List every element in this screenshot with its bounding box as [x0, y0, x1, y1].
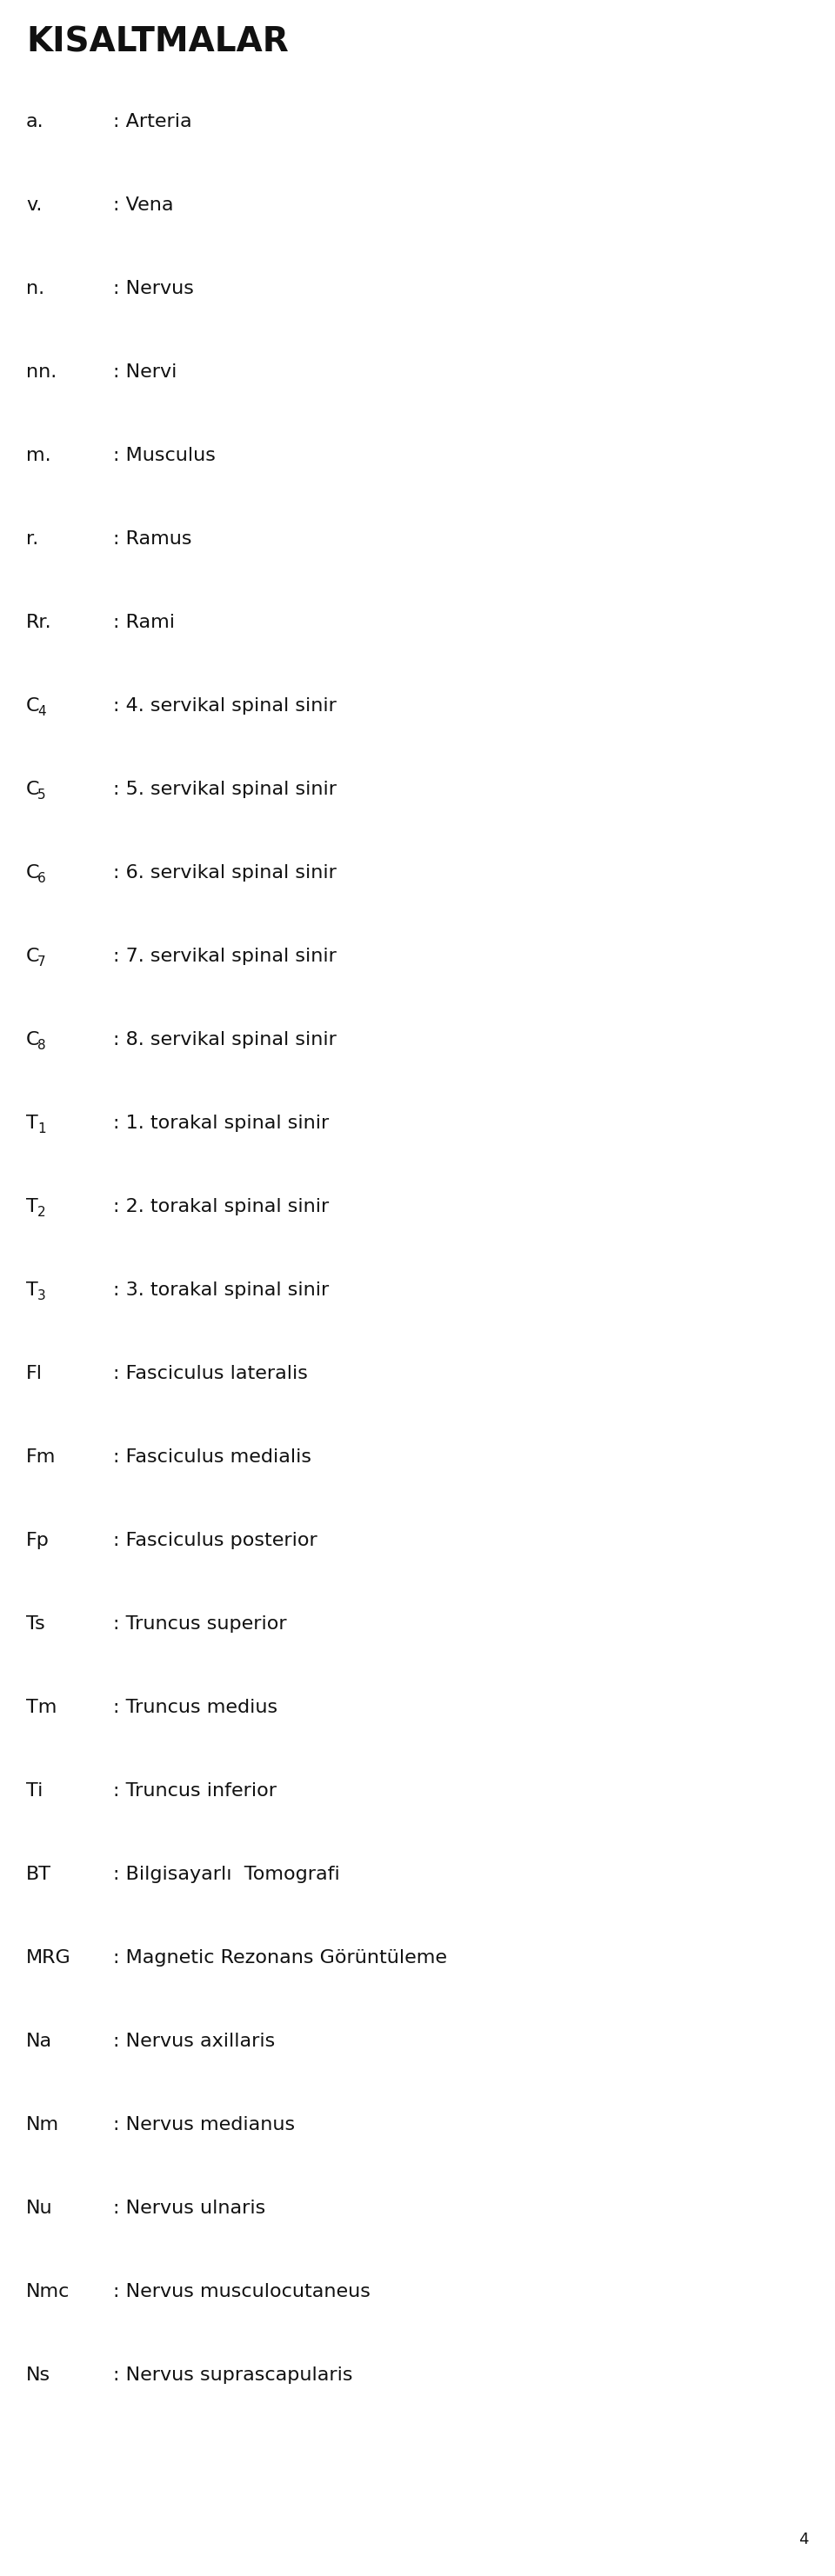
- Text: : Nervus axillaris: : Nervus axillaris: [113, 2032, 275, 2050]
- Text: T: T: [26, 1198, 38, 1216]
- Text: Na: Na: [26, 2032, 53, 2050]
- Text: MRG: MRG: [26, 1950, 71, 1965]
- Text: Nu: Nu: [26, 2200, 53, 2218]
- Text: : Nervi: : Nervi: [113, 363, 177, 381]
- Text: m.: m.: [26, 446, 51, 464]
- Text: nn.: nn.: [26, 363, 57, 381]
- Text: 4: 4: [38, 706, 46, 719]
- Text: 1: 1: [38, 1123, 46, 1136]
- Text: : Truncus superior: : Truncus superior: [113, 1615, 286, 1633]
- Text: : 5. servikal spinal sinir: : 5. servikal spinal sinir: [113, 781, 337, 799]
- Text: KISALTMALAR: KISALTMALAR: [26, 26, 289, 59]
- Text: 7: 7: [38, 956, 46, 969]
- Text: : Fasciculus lateralis: : Fasciculus lateralis: [113, 1365, 308, 1383]
- Text: : 6. servikal spinal sinir: : 6. servikal spinal sinir: [113, 863, 337, 881]
- Text: a.: a.: [26, 113, 44, 131]
- Text: Ns: Ns: [26, 2367, 51, 2383]
- Text: : 2. torakal spinal sinir: : 2. torakal spinal sinir: [113, 1198, 329, 1216]
- Text: Nm: Nm: [26, 2115, 59, 2133]
- Text: : Arteria: : Arteria: [113, 113, 192, 131]
- Text: : Nervus: : Nervus: [113, 281, 194, 296]
- Text: 6: 6: [38, 873, 46, 886]
- Text: : Nervus ulnaris: : Nervus ulnaris: [113, 2200, 266, 2218]
- Text: : Musculus: : Musculus: [113, 446, 215, 464]
- Text: : 3. torakal spinal sinir: : 3. torakal spinal sinir: [113, 1280, 329, 1298]
- Text: 4: 4: [799, 2532, 809, 2548]
- Text: : Rami: : Rami: [113, 613, 175, 631]
- Text: : Nervus medianus: : Nervus medianus: [113, 2115, 295, 2133]
- Text: : Truncus inferior: : Truncus inferior: [113, 1783, 276, 1801]
- Text: Rr.: Rr.: [26, 613, 52, 631]
- Text: : 8. servikal spinal sinir: : 8. servikal spinal sinir: [113, 1030, 337, 1048]
- Text: 3: 3: [38, 1291, 46, 1303]
- Text: : Fasciculus posterior: : Fasciculus posterior: [113, 1533, 317, 1548]
- Text: : Vena: : Vena: [113, 196, 174, 214]
- Text: Fp: Fp: [26, 1533, 49, 1548]
- Text: r.: r.: [26, 531, 38, 549]
- Text: : Fasciculus medialis: : Fasciculus medialis: [113, 1448, 311, 1466]
- Text: C: C: [26, 781, 39, 799]
- Text: Fm: Fm: [26, 1448, 56, 1466]
- Text: n.: n.: [26, 281, 44, 296]
- Text: C: C: [26, 698, 39, 714]
- Text: : Magnetic Rezonans Görüntüleme: : Magnetic Rezonans Görüntüleme: [113, 1950, 447, 1965]
- Text: Fl: Fl: [26, 1365, 43, 1383]
- Text: Ts: Ts: [26, 1615, 45, 1633]
- Text: : Truncus medius: : Truncus medius: [113, 1698, 277, 1716]
- Text: 5: 5: [38, 788, 46, 801]
- Text: Tm: Tm: [26, 1698, 57, 1716]
- Text: v.: v.: [26, 196, 42, 214]
- Text: : 4. servikal spinal sinir: : 4. servikal spinal sinir: [113, 698, 337, 714]
- Text: 8: 8: [38, 1038, 46, 1051]
- Text: BT: BT: [26, 1865, 51, 1883]
- Text: C: C: [26, 863, 39, 881]
- Text: T: T: [26, 1280, 38, 1298]
- Text: : Bilgisayarlı  Tomografi: : Bilgisayarlı Tomografi: [113, 1865, 340, 1883]
- Text: : Nervus suprascapularis: : Nervus suprascapularis: [113, 2367, 352, 2383]
- Text: C: C: [26, 948, 39, 966]
- Text: C: C: [26, 1030, 39, 1048]
- Text: : 7. servikal spinal sinir: : 7. servikal spinal sinir: [113, 948, 337, 966]
- Text: : 1. torakal spinal sinir: : 1. torakal spinal sinir: [113, 1115, 329, 1131]
- Text: : Ramus: : Ramus: [113, 531, 192, 549]
- Text: 2: 2: [38, 1206, 46, 1218]
- Text: : Nervus musculocutaneus: : Nervus musculocutaneus: [113, 2282, 371, 2300]
- Text: Nmc: Nmc: [26, 2282, 70, 2300]
- Text: Ti: Ti: [26, 1783, 43, 1801]
- Text: T: T: [26, 1115, 38, 1131]
